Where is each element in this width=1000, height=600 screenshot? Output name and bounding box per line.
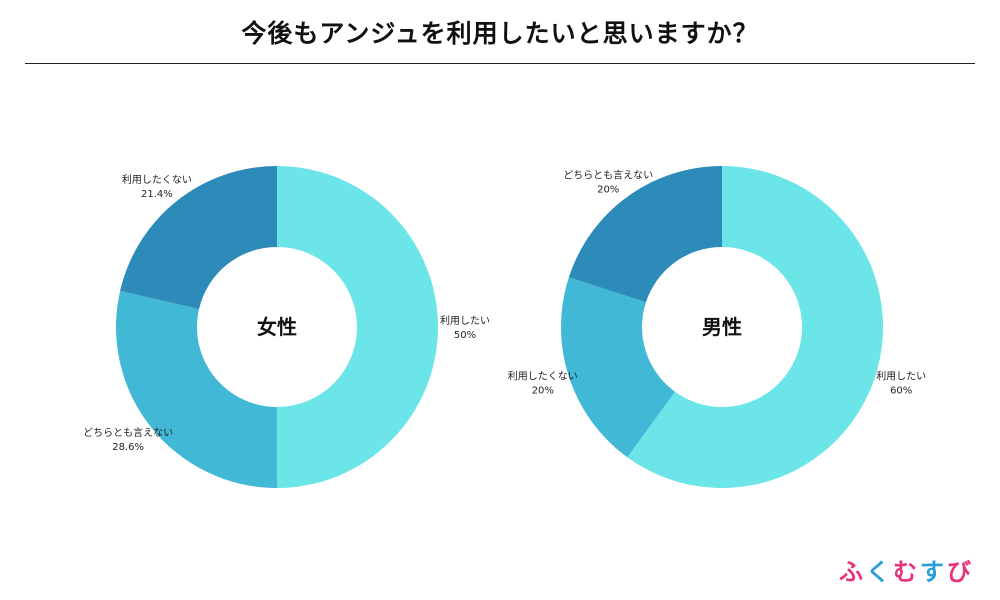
female-slice-3-value: 21.4% (141, 189, 173, 200)
male-slice-2-name: 利用したくない (508, 371, 578, 383)
page-title: 今後もアンジュを利用したいと思いますか？ (241, 19, 759, 48)
logo-char-5: び (947, 558, 974, 586)
female-slice-2-value: 28.6% (112, 442, 144, 453)
male-slice-1-value: 60% (890, 386, 912, 397)
title-divider (25, 63, 975, 64)
female-slice-2 (115, 290, 277, 488)
brand-logo: ふくむすび (839, 552, 974, 587)
female-slice-3-name: 利用したくない (122, 174, 192, 186)
male-slice-3 (568, 166, 722, 303)
logo-char-3: む (893, 558, 920, 586)
female-slice-3 (120, 166, 278, 310)
male-slice-2-value: 20% (532, 386, 554, 397)
logo-char-1: ふ (839, 558, 866, 586)
male-center-label: 男性 (702, 315, 742, 339)
female-slice-2-name: どちらとも言えない (83, 426, 173, 439)
female-center-label: 女性 (257, 315, 297, 339)
male-slice-1-name: 利用したい (876, 371, 926, 383)
male-slice-1 (627, 166, 883, 488)
female-slice-1-name: 利用したい (440, 315, 490, 327)
male-slice-3-name: どちらとも言えない (563, 168, 653, 181)
logo-char-2: く (866, 558, 893, 586)
male-slice-3-value: 20% (597, 184, 619, 195)
male-slice-2 (561, 277, 675, 458)
female-slice-1-value: 50% (454, 330, 476, 341)
female-slice-1 (277, 166, 438, 488)
logo-char-4: す (920, 558, 947, 586)
